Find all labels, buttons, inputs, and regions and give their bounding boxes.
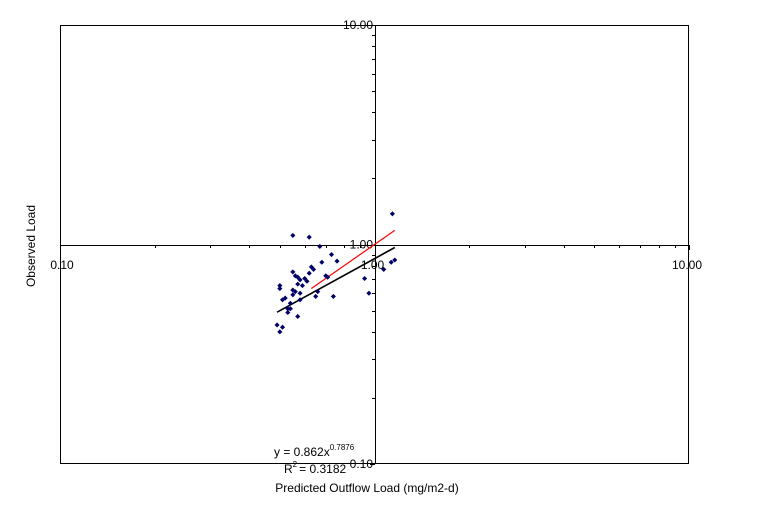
data-point: [317, 243, 323, 249]
data-point: [290, 292, 296, 298]
r-squared-value: = 0.3182: [299, 462, 346, 476]
data-point: [287, 300, 293, 306]
x-tick-label: 0.10: [50, 258, 74, 272]
data-point: [297, 277, 303, 283]
x-tick-label: 10.00: [672, 258, 702, 272]
fit-lines: [276, 229, 396, 313]
y-tick-label: 0.10: [350, 457, 374, 471]
data-point: [295, 281, 301, 287]
data-point: [295, 313, 301, 320]
data-point: [315, 289, 321, 295]
data-point: [325, 274, 331, 280]
data-point: [297, 297, 303, 303]
data-point: [285, 309, 291, 316]
data-point: [306, 270, 312, 276]
one-to-one-line: [311, 229, 396, 290]
data-point: [274, 322, 280, 328]
trendline-equation: y = 0.862x0.7876: [274, 443, 355, 459]
data-point: [299, 283, 305, 289]
power-trendline: [276, 246, 396, 313]
data-point: [381, 266, 387, 272]
r-squared-label: R: [284, 462, 293, 476]
trendline-equation-exponent: 0.7876: [330, 443, 355, 452]
data-point: [295, 274, 301, 280]
data-point: [277, 283, 283, 289]
data-point: [334, 258, 340, 264]
data-point: [304, 278, 310, 284]
data-point: [388, 259, 394, 265]
data-point: [277, 285, 283, 292]
data-point: [282, 295, 288, 301]
data-point: [290, 232, 296, 238]
y-axis-title: Observed Load: [24, 205, 38, 287]
tick-labels: 0.10 1.00 10.00 10.00 1.00 0.10: [50, 18, 702, 471]
data-point: [330, 293, 336, 299]
data-point: [313, 293, 319, 299]
data-point: [366, 290, 372, 296]
data-point: [285, 306, 291, 312]
r-squared-superscript: 2: [293, 460, 298, 469]
data-point: [277, 329, 283, 335]
x-tick-label: 1.00: [361, 258, 385, 272]
data-point: [319, 259, 325, 265]
data-point: [297, 290, 303, 296]
trendline-r-squared: R2 = 0.3182: [284, 460, 346, 476]
data-point: [392, 257, 398, 263]
trendline-equation-base: y = 0.862x: [274, 445, 330, 459]
data-point: [389, 211, 395, 217]
data-point: [362, 275, 368, 282]
data-point: [292, 289, 298, 295]
data-point: [328, 251, 335, 258]
data-point: [287, 306, 293, 312]
y-tick-label: 10.00: [343, 18, 373, 32]
data-point: [310, 266, 317, 272]
x-axis-title: Predicted Outflow Load (mg/m2-d): [275, 481, 458, 495]
data-point: [306, 234, 312, 240]
data-points: [274, 211, 398, 335]
data-point: [279, 324, 286, 330]
data-point: [290, 269, 296, 275]
y-tick-label: 1.00: [350, 238, 374, 252]
